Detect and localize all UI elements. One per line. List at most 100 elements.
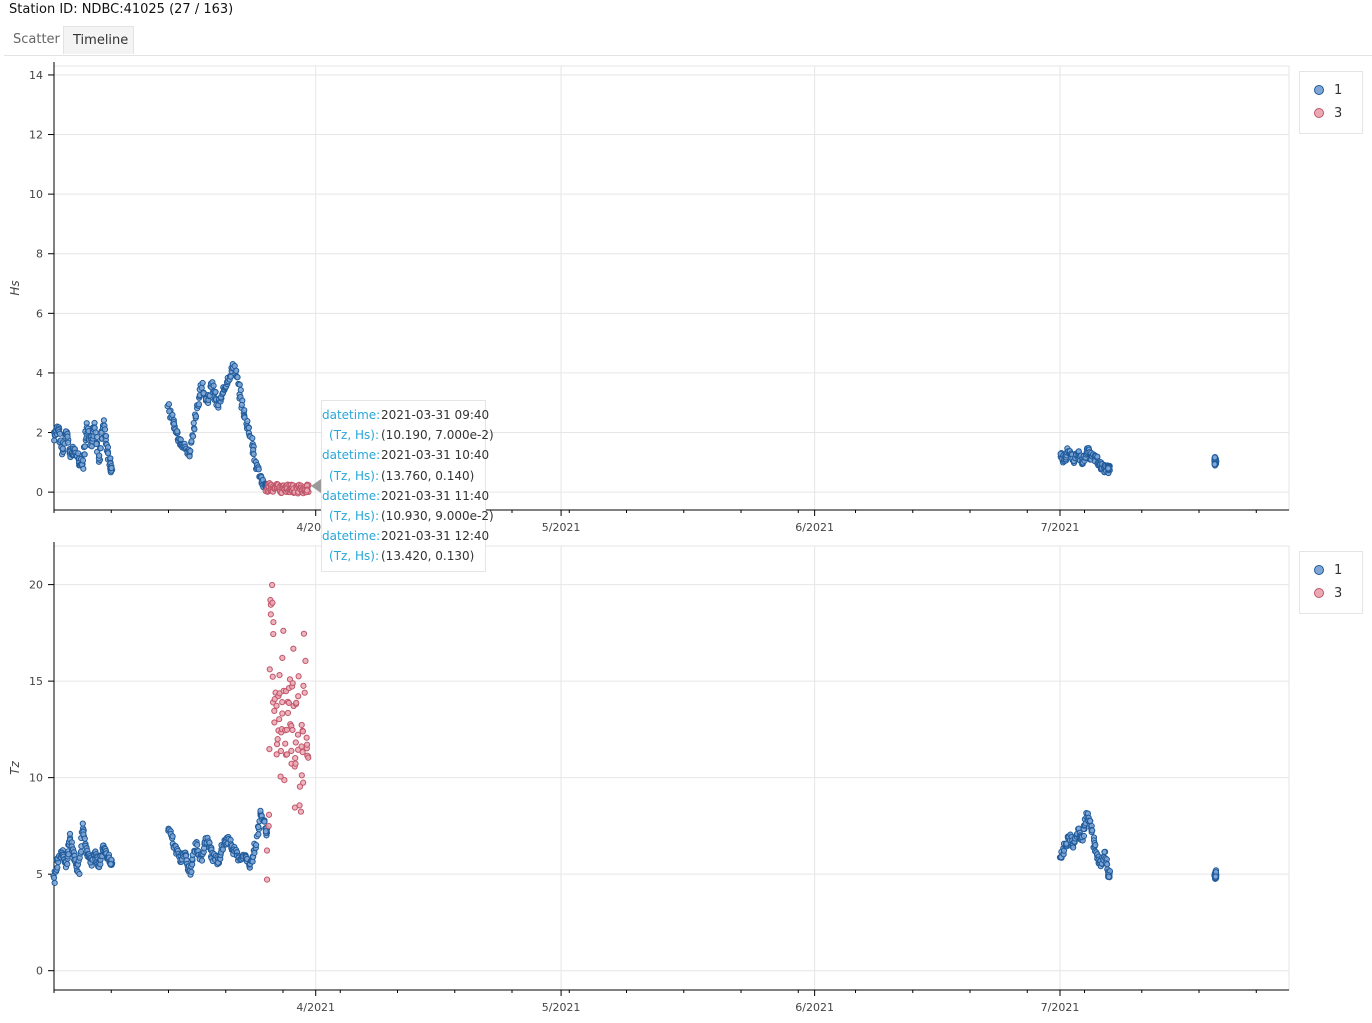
data-point[interactable] [189,433,197,440]
legend-item-3[interactable]: 3 [1314,106,1342,121]
data-point[interactable] [238,401,245,408]
data-point[interactable] [169,833,176,840]
data-point[interactable] [276,671,283,679]
data-point[interactable] [190,419,197,427]
data-point[interactable] [279,654,286,662]
data-point[interactable] [1211,454,1218,461]
data-point[interactable] [255,823,262,831]
data-point[interactable] [279,710,286,717]
data-point[interactable] [289,726,296,734]
data-point[interactable] [299,728,307,735]
data-point[interactable] [249,435,256,442]
data-point[interactable] [1089,827,1096,834]
data-point[interactable] [297,808,305,815]
data-point[interactable] [283,726,290,733]
data-point[interactable] [51,437,58,444]
data-point[interactable] [295,693,302,700]
data-point[interactable] [290,645,297,652]
data-point[interactable] [64,860,71,868]
data-point[interactable] [303,487,311,494]
data-point[interactable] [233,367,240,374]
tab-timeline[interactable]: Timeline [63,26,134,54]
data-point[interactable] [262,828,269,835]
data-point[interactable] [280,627,287,634]
data-point[interactable] [273,751,280,758]
data-point[interactable] [273,741,281,748]
data-point[interactable] [251,849,258,857]
data-point[interactable] [66,830,74,837]
data-point[interactable] [210,382,217,389]
data-point[interactable] [300,682,307,689]
data-point[interactable] [255,831,262,838]
data-point[interactable] [271,707,278,715]
data-point[interactable] [270,619,277,626]
data-point[interactable] [292,739,299,746]
data-point[interactable] [1070,844,1077,851]
data-point[interactable] [292,754,299,762]
data-point[interactable] [298,772,305,779]
data-point[interactable] [241,407,248,414]
data-point[interactable] [195,401,203,408]
data-point[interactable] [257,807,264,814]
data-point[interactable] [300,779,307,786]
data-point[interactable] [302,657,309,665]
data-point[interactable] [76,870,83,878]
data-point[interactable] [274,736,281,743]
legend-item-3[interactable]: 3 [1314,586,1342,601]
data-point[interactable] [266,666,273,673]
data-point[interactable] [81,443,89,450]
data-point[interactable] [261,818,268,825]
data-point[interactable] [300,630,308,637]
data-point[interactable] [81,451,88,458]
data-point[interactable] [212,388,219,396]
data-point[interactable] [299,749,306,756]
data-point[interactable] [265,822,272,830]
data-point[interactable] [174,428,181,435]
data-point[interactable] [271,719,278,726]
data-point[interactable] [236,381,243,388]
data-point[interactable] [1211,461,1218,468]
data-point[interactable] [51,879,58,887]
data-point[interactable] [303,734,310,741]
data-point[interactable] [65,851,72,858]
data-point[interactable] [50,874,58,881]
data-point[interactable] [1105,465,1112,472]
data-point[interactable] [187,447,194,455]
data-point[interactable] [283,751,291,758]
data-point[interactable] [265,811,273,818]
data-point[interactable] [245,424,252,431]
data-point[interactable] [301,689,308,696]
data-point[interactable] [79,457,87,464]
data-point[interactable] [101,426,109,433]
data-point[interactable] [273,702,280,709]
data-point[interactable] [234,374,241,381]
data-point[interactable] [96,452,103,459]
data-point[interactable] [276,716,283,723]
data-point[interactable] [294,731,302,738]
data-point[interactable] [296,802,303,809]
data-point[interactable] [219,846,227,853]
data-point[interactable] [293,699,300,706]
data-point[interactable] [255,466,262,473]
data-point[interactable] [1104,861,1111,868]
data-point[interactable] [56,430,64,437]
data-point[interactable] [269,673,276,680]
data-point[interactable] [97,445,104,452]
data-point[interactable] [1212,873,1219,880]
data-point[interactable] [266,746,273,753]
data-point[interactable] [267,611,274,618]
data-point[interactable] [64,439,72,446]
data-point[interactable] [93,440,100,448]
data-point[interactable] [284,709,292,717]
data-point[interactable] [165,401,173,408]
data-point[interactable] [288,747,295,754]
data-point[interactable] [295,673,302,680]
data-point[interactable] [188,868,195,876]
data-point[interactable] [54,864,61,871]
data-point[interactable] [305,754,312,761]
data-point[interactable] [277,747,285,755]
data-point[interactable] [198,857,206,864]
data-point[interactable] [298,743,305,750]
data-point[interactable] [77,848,85,855]
